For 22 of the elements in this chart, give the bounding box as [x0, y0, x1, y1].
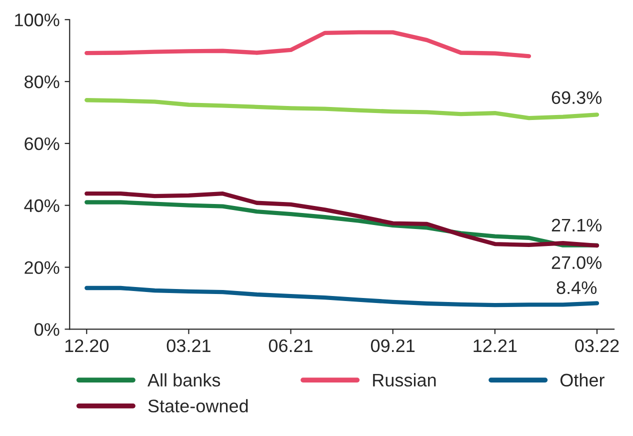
- x-tick-label: 09.21: [370, 339, 415, 352]
- y-tick-label: 20%: [24, 261, 60, 274]
- legend-label: Other: [560, 373, 604, 387]
- x-tick-label: 03.22: [575, 339, 619, 352]
- line-series: [84, 192, 600, 248]
- line-series: [84, 30, 532, 58]
- x-tick-label: 03.21: [166, 339, 210, 352]
- x-tick-label: 12.21: [474, 339, 517, 352]
- annotation: 27.0%: [552, 256, 602, 270]
- annotation: 69.3%: [552, 91, 602, 104]
- y-tick-label: 40%: [24, 199, 60, 212]
- annotation: 8.4%: [556, 281, 597, 294]
- y-tick-label: 80%: [24, 75, 60, 88]
- x-tick-label: 06.21: [268, 339, 312, 352]
- y-tick-label: 60%: [24, 137, 60, 150]
- legend-label: State-owned: [148, 399, 248, 412]
- legend-label: All banks: [148, 373, 220, 387]
- y-tick-label: 0%: [34, 323, 60, 336]
- x-tick-label: 12.20: [65, 339, 109, 352]
- legend-label: Russian: [373, 373, 436, 387]
- annotation: 27.1%: [552, 218, 602, 232]
- y-tick-label: 100%: [15, 14, 60, 26]
